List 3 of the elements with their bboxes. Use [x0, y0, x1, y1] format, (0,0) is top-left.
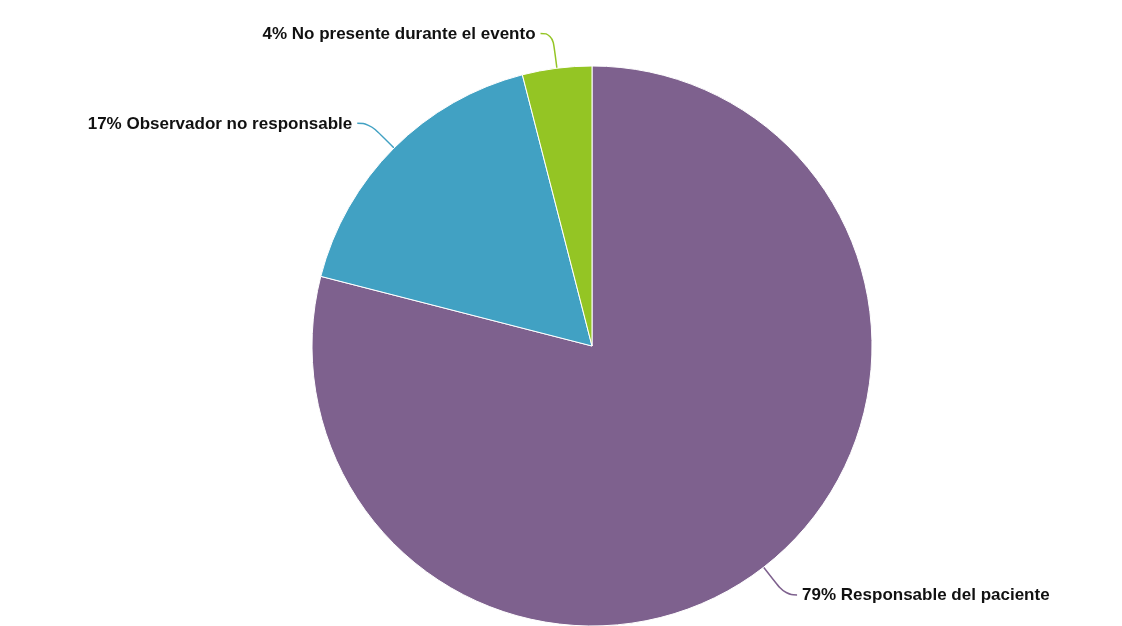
slice-label: 4% No presente durante el evento — [262, 23, 536, 43]
slice-label: 79% Responsable del paciente — [802, 585, 1050, 605]
slice-label: 17% Observador no responsable — [87, 113, 353, 133]
